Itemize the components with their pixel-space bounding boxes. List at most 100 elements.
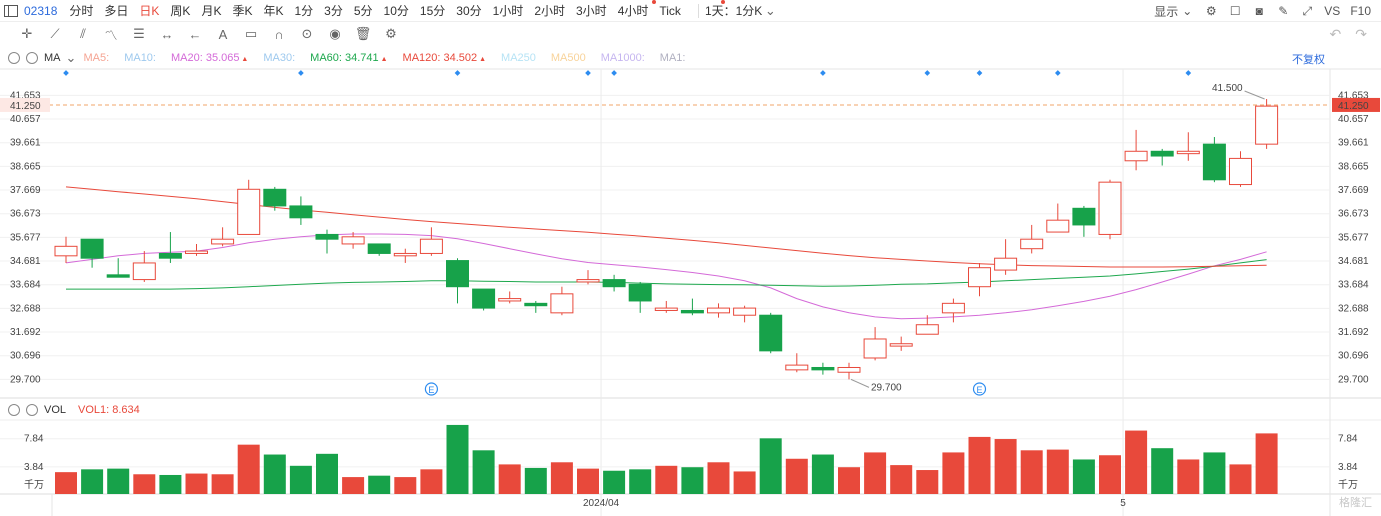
ma-line-ma60 <box>66 259 1267 290</box>
y-tick-label-left: 31.692 <box>10 327 41 338</box>
period-1hour[interactable]: 1小时 <box>492 4 524 18</box>
settings-icon[interactable] <box>8 52 20 64</box>
volume-bar <box>629 469 652 494</box>
period-4hour[interactable]: 4小时 <box>617 4 649 18</box>
period-custom-dropdown[interactable]: 1天：1分K <box>704 4 763 18</box>
eye-icon[interactable]: ◉ <box>329 26 341 41</box>
period-yearly-k[interactable]: 年K <box>263 4 284 18</box>
pencil-icon[interactable]: ✎ <box>1278 4 1289 18</box>
close-icon[interactable] <box>26 52 38 64</box>
chevron-down-icon[interactable]: ⌄ <box>764 2 776 18</box>
magnet-icon[interactable]: ∩ <box>274 26 284 42</box>
chevron-down-icon[interactable]: ⌄ <box>65 50 77 65</box>
legend-vol1: VOL1: 8.634 <box>78 404 140 416</box>
wave-tool-icon[interactable]: 〽 <box>104 27 118 43</box>
y-tick-label-left: 41.653 <box>10 90 41 101</box>
measure-tool-icon[interactable]: ↔ <box>160 26 174 42</box>
period-quarterly-k[interactable]: 季K <box>232 4 253 18</box>
earnings-marker-label: E <box>428 385 434 395</box>
line-tool-icon[interactable]: ⟋ <box>50 26 60 41</box>
candle-body <box>1176 150 1200 155</box>
candle-body <box>733 307 757 316</box>
settings-icon[interactable]: ⚙ <box>385 26 397 41</box>
period-5min[interactable]: 5分 <box>353 4 373 18</box>
period-daily-k[interactable]: 日K <box>139 4 160 18</box>
f10-button[interactable]: F10 <box>1350 4 1371 18</box>
fibonacci-tool-icon[interactable]: ☰ <box>133 26 145 41</box>
volume-bar <box>811 454 834 494</box>
volume-bar <box>577 468 599 494</box>
stock-symbol[interactable]: 02318 <box>24 3 58 18</box>
close-icon[interactable] <box>26 404 38 416</box>
note-tool-icon[interactable]: ▭ <box>244 26 258 41</box>
checkbox-icon[interactable]: ☐ <box>1229 4 1241 18</box>
compare-button[interactable]: VS <box>1324 4 1341 18</box>
candle-body <box>759 314 783 352</box>
event-marker <box>1054 70 1061 76</box>
y-tick-label-right: 40.657 <box>1338 114 1369 125</box>
period-monthly-k[interactable]: 月K <box>201 4 222 18</box>
legend-ma1000: MA1000: <box>600 52 645 64</box>
y-tick-label-right: 39.661 <box>1338 138 1369 149</box>
redo-icon[interactable]: ↷ <box>1355 25 1367 42</box>
candle-body <box>80 238 104 259</box>
vol-indicator-label[interactable]: VOL <box>44 404 67 416</box>
volume-bar <box>838 467 860 494</box>
volume-bar <box>81 469 104 494</box>
volume-bar <box>368 475 391 494</box>
current-price-tag <box>0 97 50 112</box>
text-tool-icon[interactable]: A <box>218 26 228 42</box>
channel-tool-icon[interactable]: ⫽ <box>80 26 86 41</box>
legend-ma10: MA10: <box>124 52 156 64</box>
lock-icon[interactable]: ⊙ <box>301 26 313 41</box>
period-tick[interactable]: Tick <box>659 3 681 18</box>
period-3hour[interactable]: 3小时 <box>576 4 607 18</box>
chevron-down-icon[interactable]: ⌄ <box>1182 4 1193 18</box>
gear-icon[interactable]: ⚙ <box>1205 4 1217 18</box>
ma-indicator-label[interactable]: MA <box>44 52 61 64</box>
period-10min[interactable]: 10分 <box>383 4 409 18</box>
period-3min[interactable]: 3分 <box>324 4 343 18</box>
period-2hour[interactable]: 2小时 <box>534 4 565 18</box>
candle-body <box>863 338 887 359</box>
candle-body <box>654 307 678 311</box>
period-intraday[interactable]: 分时 <box>69 4 94 18</box>
trend-up-icon: ▲ <box>239 56 249 63</box>
candle-body <box>602 279 626 288</box>
crosshair-icon[interactable]: ✛ <box>21 26 33 41</box>
trend-up-icon: ▲ <box>378 56 388 63</box>
volume-bar <box>316 453 338 494</box>
period-15min[interactable]: 15分 <box>419 4 446 18</box>
min-price-label: 29.700 <box>871 382 902 393</box>
volume-bar <box>1203 452 1226 494</box>
y-tick-label-left: 33.684 <box>10 280 41 291</box>
panel-toggle-icon[interactable] <box>4 4 18 17</box>
volume-bar <box>733 471 756 494</box>
volume-bar <box>394 477 417 494</box>
volume-bar <box>472 450 495 494</box>
settings-icon[interactable] <box>8 404 20 416</box>
volume-bar <box>420 469 443 494</box>
camera-icon[interactable]: ◙ <box>1255 4 1263 18</box>
volume-bar <box>55 472 77 494</box>
candle-body <box>1202 143 1226 181</box>
period-30min[interactable]: 30分 <box>456 4 482 18</box>
period-weekly-k[interactable]: 周K <box>170 4 191 18</box>
display-menu[interactable]: 显示 <box>1154 4 1179 19</box>
candle-body <box>263 188 287 207</box>
arrow-tool-icon[interactable]: ← <box>188 26 202 42</box>
adjust-mode-button[interactable]: 不复权 <box>1292 54 1325 66</box>
volume-bar <box>1229 464 1252 494</box>
trash-icon[interactable]: 🗑 <box>354 26 372 41</box>
fullscreen-icon[interactable]: ⤢ <box>1302 4 1313 18</box>
vol-unit-right: 千万 <box>1338 479 1358 491</box>
period-multi-day[interactable]: 多日 <box>104 4 129 18</box>
vol-y-tick-right: 7.84 <box>1338 434 1358 445</box>
earnings-marker <box>424 382 438 396</box>
y-tick-label-left: 36.673 <box>10 209 41 220</box>
undo-icon[interactable]: ↶ <box>1329 25 1342 42</box>
y-tick-label-left: 35.677 <box>10 232 41 243</box>
period-1min[interactable]: 1分 <box>294 4 314 18</box>
legend-ma120: MA120: 34.502 ▲ <box>402 52 487 64</box>
